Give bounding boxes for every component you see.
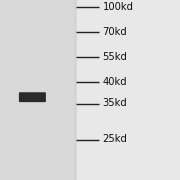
- Text: 55kd: 55kd: [103, 52, 127, 62]
- FancyBboxPatch shape: [19, 92, 46, 102]
- Text: 25kd: 25kd: [103, 134, 127, 145]
- Text: 70kd: 70kd: [103, 27, 127, 37]
- Text: 35kd: 35kd: [103, 98, 127, 109]
- Bar: [0, 0, 76, 180]
- Text: 40kd: 40kd: [103, 77, 127, 87]
- Text: 100kd: 100kd: [103, 2, 134, 12]
